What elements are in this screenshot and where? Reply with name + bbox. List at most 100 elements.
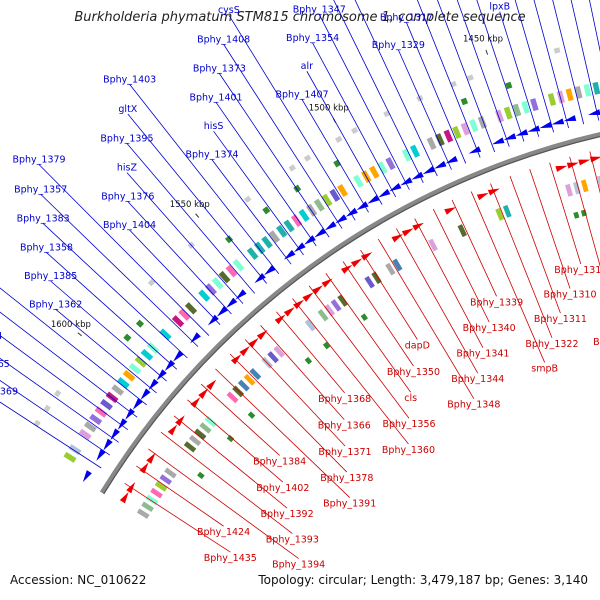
reverse-gene-label[interactable]: Bphy_1371 xyxy=(318,447,371,458)
cog-block-forward xyxy=(512,103,522,117)
reverse-gene-label[interactable]: dapD xyxy=(405,340,430,351)
cog-block-reverse xyxy=(232,385,245,398)
forward-gene-label[interactable]: gltX xyxy=(118,104,137,115)
forward-gene-label[interactable]: Bphy_1401 xyxy=(189,92,242,103)
reverse-gene-label[interactable]: Bphy_1339 xyxy=(470,297,523,308)
forward-leader-line xyxy=(129,229,221,325)
reverse-leader-line xyxy=(414,218,484,348)
reverse-gene-label[interactable]: Bphy_1360 xyxy=(382,445,435,456)
forward-gene-label[interactable]: Bphy_1395 xyxy=(100,133,153,144)
forward-gene-label[interactable]: cysS xyxy=(218,5,240,16)
reverse-gene-label[interactable]: Bphy_1322 xyxy=(525,339,578,350)
outer-feature-mark xyxy=(466,74,474,82)
forward-gene-label[interactable]: Bphy_1407 xyxy=(275,89,328,100)
forward-gene-arrow xyxy=(148,378,159,391)
forward-gene-arrow xyxy=(422,166,436,175)
forward-gene-arrow xyxy=(587,109,600,115)
reverse-leader-line xyxy=(451,199,497,297)
forward-leader-line xyxy=(476,0,525,142)
forward-gene-arrow xyxy=(264,265,276,276)
forward-gene-arrow xyxy=(235,289,247,300)
forward-gene-label[interactable]: Bphy_1362 xyxy=(29,299,82,310)
cog-block-forward xyxy=(246,247,259,260)
reverse-leader-line xyxy=(396,228,479,374)
reverse-gene-label[interactable]: Bphy_1310 xyxy=(543,290,596,301)
forward-leader-line xyxy=(219,73,330,238)
forward-gene-label[interactable]: Bphy_1347 xyxy=(293,5,346,16)
forward-gene-label[interactable]: Bphy_1354 xyxy=(286,33,339,44)
forward-leader-line xyxy=(312,42,397,198)
cog-block-forward xyxy=(469,119,479,133)
reverse-gene-label[interactable]: Bphy_1391 xyxy=(323,499,376,510)
reverse-gene-label[interactable]: Bphy_1311 xyxy=(534,314,587,325)
cog-block-forward xyxy=(503,106,513,120)
forward-gene-label[interactable]: lpxB xyxy=(489,2,510,13)
reverse-gene-label[interactable]: Bphy_1366 xyxy=(318,421,371,432)
forward-gene-label[interactable]: Bphy_1358 xyxy=(20,243,73,254)
reverse-gene-label[interactable]: Bphy_1394 xyxy=(272,560,325,571)
cog-block-reverse xyxy=(150,487,163,499)
reverse-gene-label[interactable]: Bphy_1393 xyxy=(266,535,319,546)
reverse-gene-arrow xyxy=(566,162,579,169)
cog-block-reverse xyxy=(457,224,467,238)
forward-gene-label[interactable]: alr xyxy=(301,61,313,72)
reverse-gene-label[interactable]: Bphy_1378 xyxy=(320,473,373,484)
forward-leader-line xyxy=(306,71,383,205)
cog-block-forward xyxy=(592,81,600,95)
forward-gene-label[interactable]: Bphy_1365 xyxy=(0,359,10,370)
forward-gene-label[interactable]: hisZ xyxy=(117,163,138,174)
outer-feature-mark xyxy=(303,154,312,162)
forward-gene-label[interactable]: Bphy_1357 xyxy=(14,184,67,195)
cog-block-forward xyxy=(401,148,412,162)
forward-gene-label[interactable]: Bphy_1385 xyxy=(24,271,77,282)
reverse-gene-label[interactable]: Bphy_1424 xyxy=(197,527,250,538)
cog-block-reverse xyxy=(194,428,207,440)
reverse-gene-label[interactable]: Bphy_1344 xyxy=(451,374,504,385)
forward-gene-label[interactable]: Bphy_1374 xyxy=(185,150,238,161)
reverse-gene-label[interactable]: Bphy_1402 xyxy=(256,483,309,494)
cog-block-reverse xyxy=(145,494,159,506)
forward-leader-line xyxy=(127,201,232,315)
forward-gene-label[interactable]: Bphy_1383 xyxy=(17,214,70,225)
reverse-gene-label[interactable]: Bphy_1356 xyxy=(382,419,435,430)
cog-block-reverse xyxy=(154,480,168,492)
reverse-gene-label[interactable]: Bphy_1350 xyxy=(387,367,440,378)
forward-gene-label[interactable]: hisS xyxy=(204,121,224,132)
forward-gene-label[interactable]: Bphy_1373 xyxy=(193,63,246,74)
reverse-gene-label[interactable]: Bphy_1309 xyxy=(593,337,600,348)
reverse-gene-arrow xyxy=(146,452,156,464)
forward-gene-label[interactable]: Bphy_1329 xyxy=(372,40,425,51)
cog-block-reverse xyxy=(304,319,316,332)
reverse-gene-label[interactable]: cls xyxy=(404,393,417,404)
cog-block-reverse xyxy=(385,262,396,276)
reverse-gene-label[interactable]: Bphy_1341 xyxy=(456,349,509,360)
reverse-gene-label[interactable]: Bphy_1340 xyxy=(463,323,516,334)
reverse-gene-label[interactable]: Bphy_1348 xyxy=(447,400,500,411)
reverse-gene-arrow xyxy=(476,192,489,201)
reverse-gene-label[interactable]: Bphy_1435 xyxy=(204,553,257,564)
reverse-gene-label[interactable]: Bphy_1368 xyxy=(318,394,371,405)
rna-marker xyxy=(505,81,513,90)
rna-marker xyxy=(226,434,235,443)
rna-marker xyxy=(123,333,132,342)
forward-gene-label[interactable]: Bphy_1376 xyxy=(101,191,154,202)
forward-gene-label[interactable]: Bphy_1379 xyxy=(12,155,65,166)
reverse-gene-label[interactable]: Bphy_1392 xyxy=(261,509,314,520)
cog-block-forward xyxy=(574,85,583,99)
cog-block-forward xyxy=(211,276,224,290)
reverse-gene-arrow xyxy=(293,299,305,310)
cog-block-reverse xyxy=(565,183,574,197)
cog-block-reverse xyxy=(267,351,279,364)
forward-gene-label[interactable]: Bphy_1408 xyxy=(197,34,250,45)
forward-gene-arrow xyxy=(515,129,529,136)
forward-gene-label[interactable]: Bphy_1369 xyxy=(0,387,18,398)
forward-gene-label[interactable]: Bphy_1404 xyxy=(103,220,156,231)
forward-gene-arrow xyxy=(103,438,113,451)
reverse-gene-label[interactable]: Bphy_1384 xyxy=(253,456,306,467)
reverse-gene-label[interactable]: Bphy_1315 xyxy=(554,265,600,276)
forward-gene-label[interactable]: Bphy_1317 xyxy=(380,12,433,23)
forward-gene-arrow xyxy=(82,470,92,483)
forward-gene-label[interactable]: Bphy_1403 xyxy=(103,74,156,85)
reverse-gene-label[interactable]: smpB xyxy=(531,363,558,374)
cog-block-forward xyxy=(443,129,454,143)
